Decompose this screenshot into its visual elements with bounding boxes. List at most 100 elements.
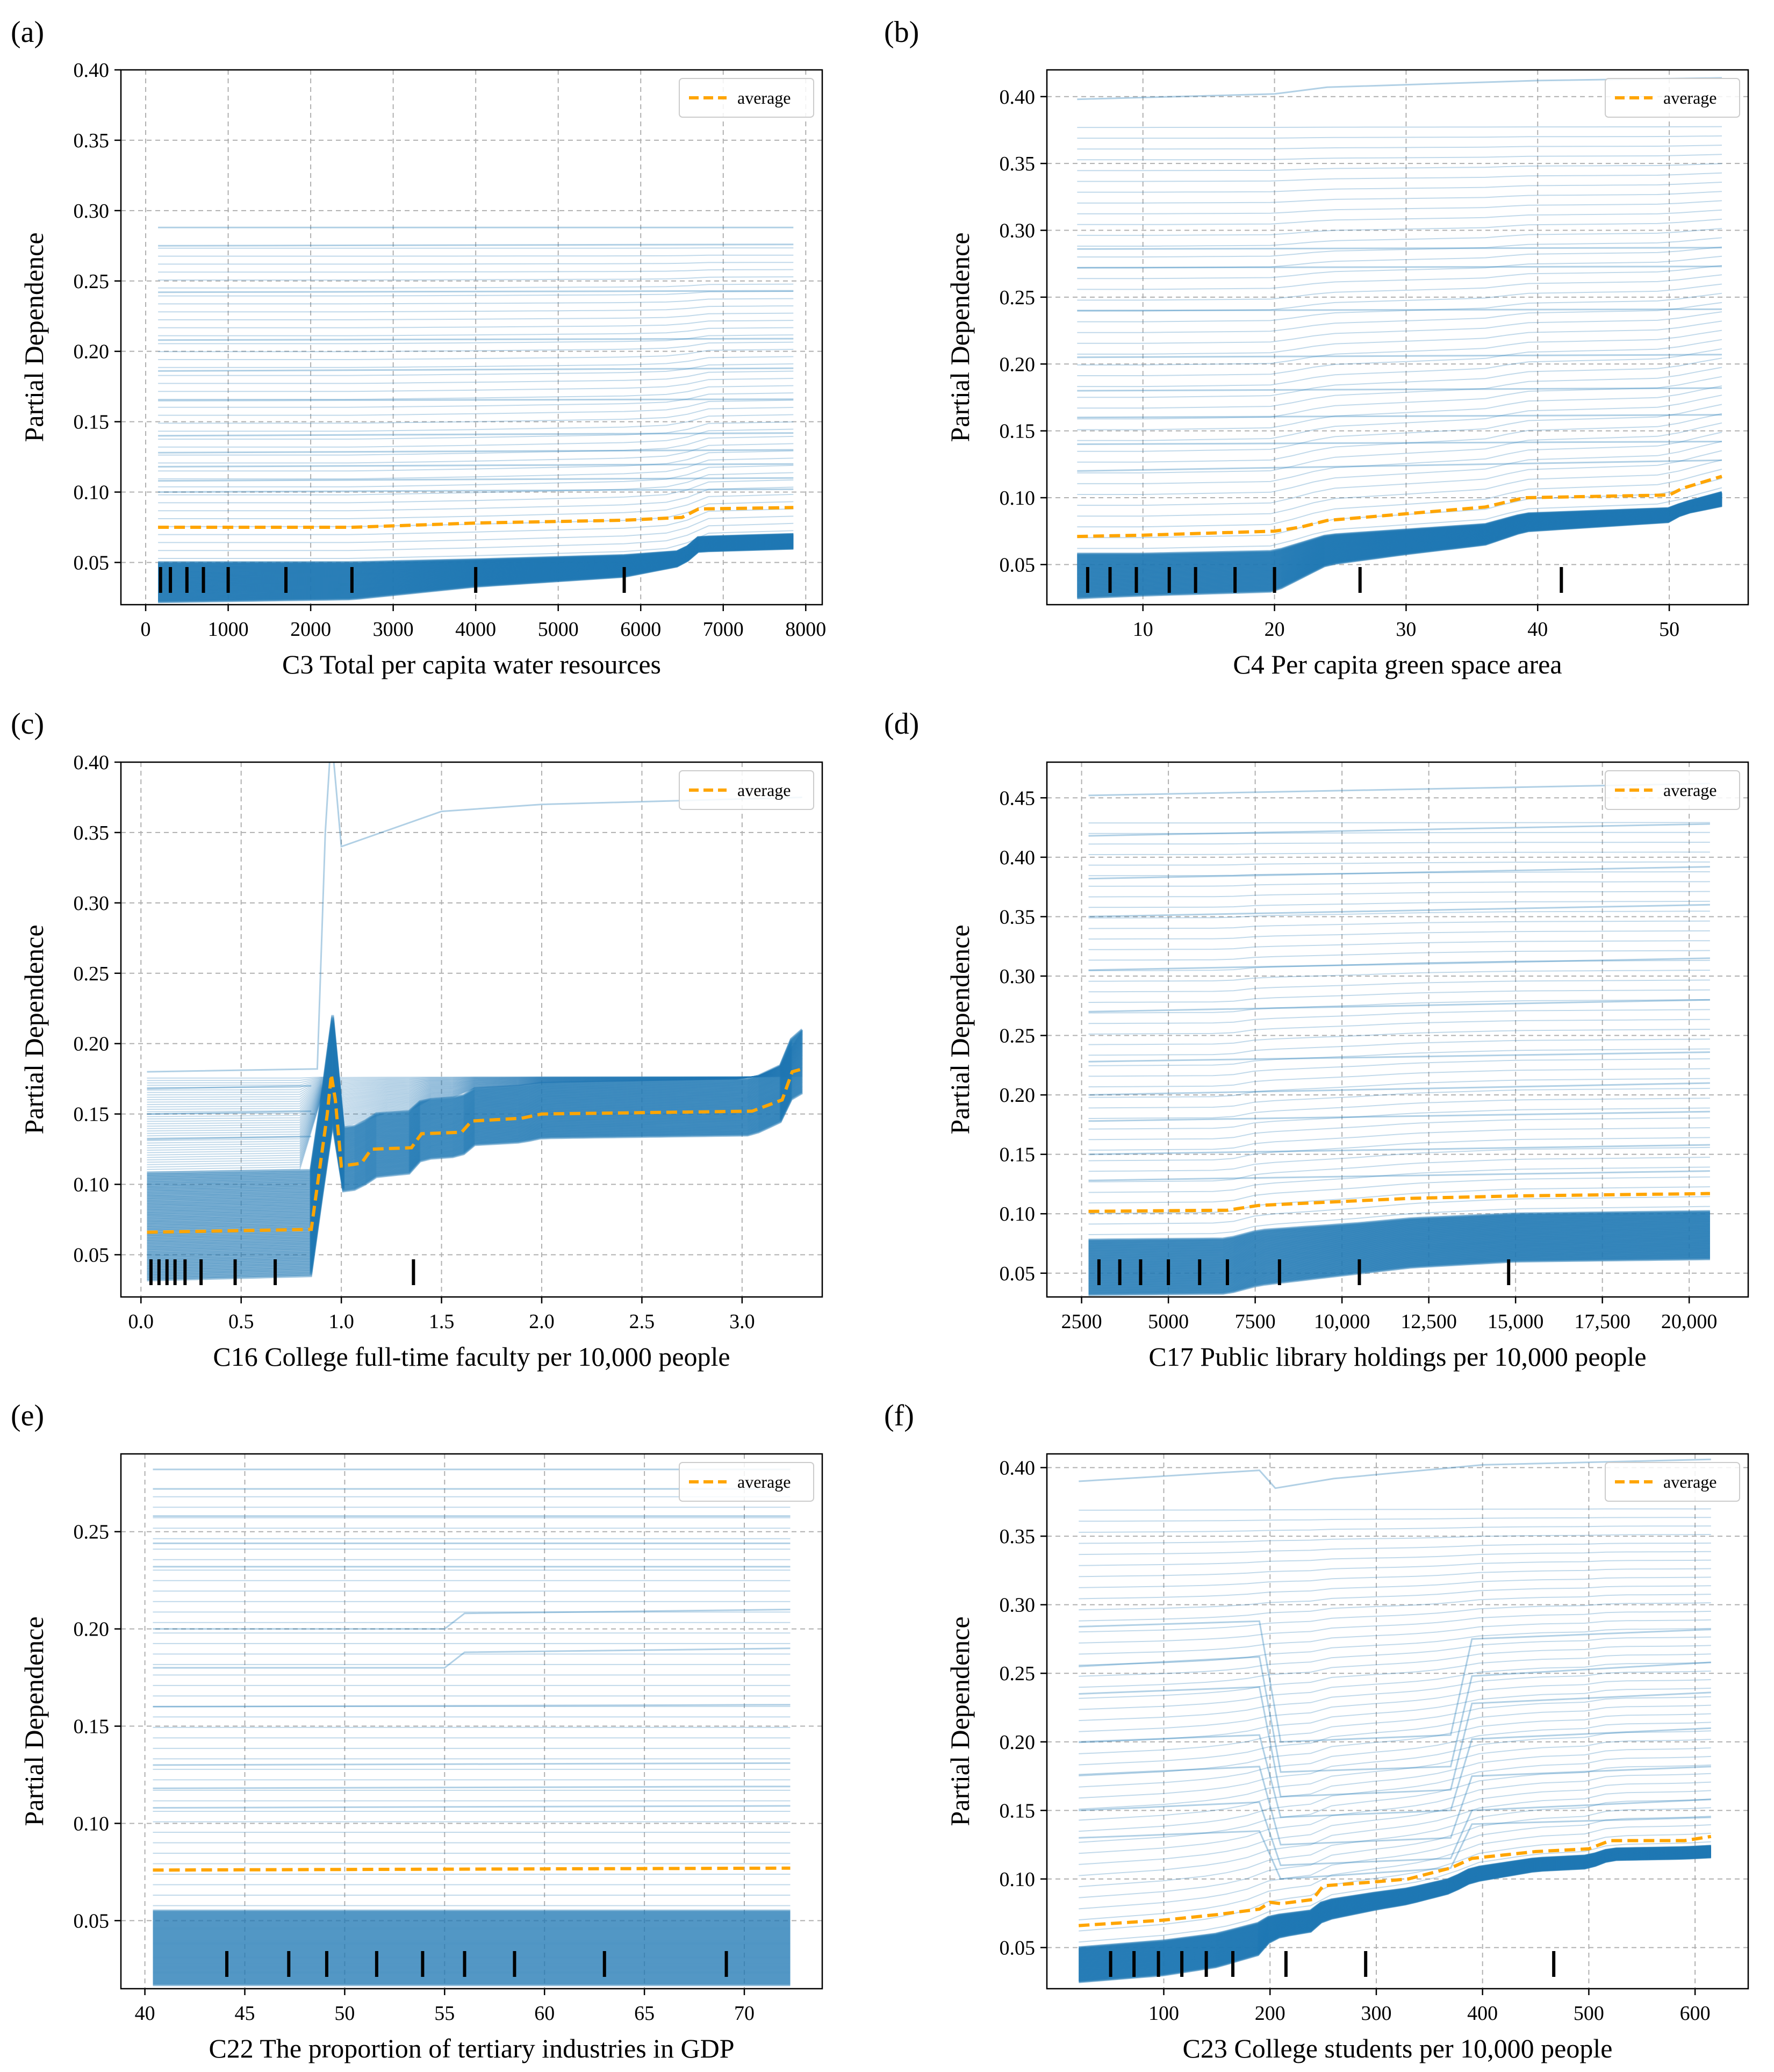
x-tick-label: 0.5 (228, 1310, 254, 1333)
ice-curve (1088, 999, 1710, 1014)
ice-band-curve (1088, 1223, 1710, 1257)
x-tick-label: 100 (1148, 2002, 1179, 2025)
ice-curve-outlier (1088, 957, 1710, 971)
ice-band-curve (1077, 497, 1722, 575)
ice-band-curve (1077, 503, 1722, 594)
ice-curve (1077, 376, 1722, 420)
ice-band-curve (147, 1034, 803, 1193)
ice-curve (1079, 1559, 1711, 1578)
ice-band-curve (147, 1039, 803, 1200)
ice-band-curve (147, 1058, 803, 1226)
ice-band-curve (1079, 1853, 1711, 1975)
ice-band-curve (1077, 498, 1722, 578)
ice-band-curve (158, 535, 794, 571)
ice-band-curve (1079, 1855, 1711, 1983)
ice-band-curve (1077, 494, 1722, 565)
y-tick-label: 0.30 (1000, 1594, 1036, 1617)
ice-band-curve (1088, 1236, 1710, 1272)
ice-band-curve (147, 1044, 803, 1204)
ice-band-curve (1088, 1217, 1710, 1250)
x-axis-title: C17 Public library holdings per 10,000 p… (1148, 1342, 1646, 1372)
ice-band-curve (1077, 504, 1722, 598)
ice-curve (1088, 1087, 1710, 1109)
ice-band-curve (1077, 496, 1722, 571)
ice-curve (1077, 191, 1722, 204)
ice-band-curve (1077, 493, 1722, 563)
ice-band-curve (147, 1057, 803, 1223)
ice-band-curve (158, 534, 794, 568)
ice-band-curve (1079, 1851, 1711, 1968)
ice-band-curve (1077, 503, 1722, 594)
ice-curve (1079, 1747, 1711, 1821)
ice-curve (1077, 126, 1722, 128)
ice-curve (147, 1032, 803, 1168)
ice-curve (1077, 246, 1722, 269)
ice-band-curve (1088, 1254, 1710, 1293)
ice-band-curve (147, 1089, 803, 1277)
ice-curve (1077, 469, 1722, 528)
x-tick-label: 12,500 (1400, 1310, 1457, 1333)
ice-band-curve (1077, 504, 1722, 598)
ice-band-curve (1079, 1851, 1711, 1970)
ice-band-curve (1079, 1853, 1711, 1975)
ice-curve (158, 472, 794, 496)
ice-curve (158, 334, 794, 345)
ice-band-curve (1077, 501, 1722, 589)
panel-label: (e) (11, 1399, 44, 1432)
y-tick-label: 0.35 (1000, 906, 1036, 928)
ice-curve (147, 1053, 803, 1124)
ice-band-curve (1077, 500, 1722, 586)
ice-band-curve (1077, 500, 1722, 587)
ice-curve (1079, 1628, 1711, 1666)
ice-band-curve (1088, 1229, 1710, 1264)
ice-curve (1077, 367, 1722, 409)
ice-band-curve (147, 1049, 803, 1209)
ice-curve-outlier (158, 398, 794, 402)
y-tick-label: 0.40 (1000, 847, 1036, 869)
ice-band-curve (1079, 1848, 1711, 1959)
ice-curve (1088, 851, 1710, 855)
ice-curve (147, 1056, 803, 1120)
ice-band-curve (1079, 1846, 1711, 1953)
ice-curve-outlier (1079, 1686, 1711, 1798)
ice-curve (1077, 145, 1722, 150)
ice-band-curve (147, 1081, 803, 1265)
ice-band-curve (158, 536, 794, 575)
ice-band-curve (1088, 1225, 1710, 1259)
ice-band-curve (1079, 1854, 1711, 1978)
ice-band-curve (147, 1015, 803, 1175)
ice-curve (1088, 1137, 1710, 1162)
ice-band-curve (1079, 1845, 1711, 1949)
ice-band-curve (1079, 1845, 1711, 1952)
ice-curve-outlier (1079, 1656, 1711, 1773)
ice-curve (1077, 395, 1722, 441)
ice-curve (158, 392, 794, 408)
ice-band-curve (1079, 1855, 1711, 1983)
y-tick-label: 0.25 (74, 963, 110, 985)
ice-curve-outlier (1088, 1082, 1710, 1096)
legend-box (679, 770, 814, 810)
ice-band-curve (1088, 1255, 1710, 1294)
ice-curve (1077, 135, 1722, 139)
ice-curve (158, 530, 794, 559)
ice-curve-outlier (147, 1110, 312, 1115)
ice-curve (1088, 1009, 1710, 1024)
ice-curve (158, 349, 794, 360)
panel-label: (b) (884, 16, 919, 49)
ice-band-curve (1088, 1222, 1710, 1255)
ice-band-curve (1077, 494, 1722, 565)
y-tick-label: 0.35 (74, 822, 110, 844)
ice-band-curve (147, 1084, 803, 1269)
ice-curve (1079, 1645, 1711, 1688)
ice-curve (1079, 1713, 1711, 1777)
ice-band-curve (1079, 1846, 1711, 1954)
ice-band-curve (1079, 1851, 1711, 1968)
ice-curve (1088, 831, 1710, 834)
y-axis-title: Partial Dependence (945, 924, 975, 1134)
ice-curve (147, 1064, 803, 1103)
ice-curve (158, 479, 794, 504)
ice-band-curve (147, 1051, 803, 1214)
ice-band-curve (147, 1089, 803, 1279)
x-tick-label: 55 (434, 2002, 455, 2025)
ice-curve (147, 1046, 803, 1139)
